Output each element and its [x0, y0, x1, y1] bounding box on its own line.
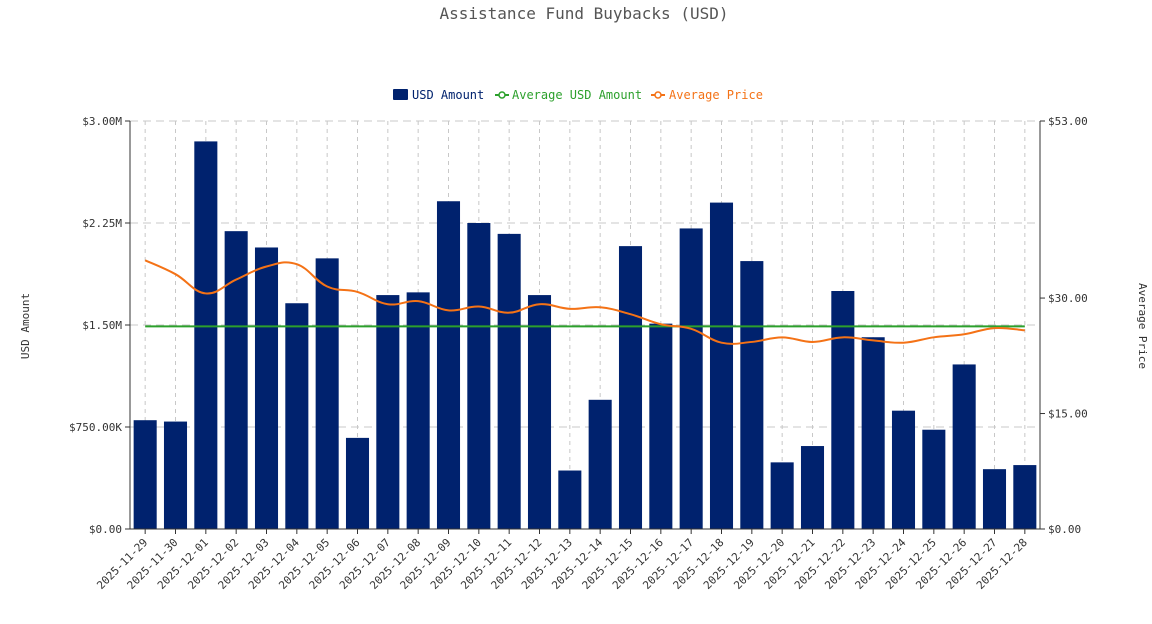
- right-axis-ticks: $0.00 $15.00 $30.00 $53.00: [1040, 115, 1088, 536]
- legend-item-average-price[interactable]: Average Price: [651, 88, 763, 102]
- legend-label-average-price: Average Price: [669, 88, 763, 102]
- line-average-price: [144, 259, 1025, 345]
- bar-2025-12-20[interactable]: [770, 462, 794, 529]
- bar-2025-12-23[interactable]: [861, 337, 885, 529]
- x-axis-ticks: 2025-11-292025-11-302025-12-012025-12-02…: [94, 529, 1030, 592]
- bar-2025-12-04[interactable]: [285, 303, 309, 529]
- average-lines: [144, 259, 1025, 345]
- legend-item-average-usd-amount[interactable]: Average USD Amount: [495, 88, 642, 102]
- bar-2025-12-05[interactable]: [315, 258, 339, 529]
- left-tick-label: $2.25M: [82, 217, 122, 230]
- bar-2025-12-16[interactable]: [649, 323, 673, 529]
- left-axis-ticks: $0.00 $750.00K $1.50M $2.25M $3.00M: [69, 115, 130, 536]
- left-tick-label: $1.50M: [82, 319, 122, 332]
- bar-2025-12-12[interactable]: [527, 295, 552, 529]
- left-tick-label: $0.00: [89, 523, 122, 536]
- right-tick-label: $53.00: [1048, 115, 1088, 128]
- legend: USD Amount Average USD Amount Average Pr…: [393, 88, 763, 102]
- bar-2025-12-02[interactable]: [224, 231, 248, 529]
- legend-marker-average-price: [654, 91, 662, 99]
- bar-2025-12-28[interactable]: [1013, 465, 1037, 529]
- right-tick-label: $0.00: [1048, 523, 1081, 536]
- bar-2025-11-29[interactable]: [133, 420, 157, 529]
- bar-2025-12-14[interactable]: [588, 399, 612, 529]
- bar-2025-12-11[interactable]: [497, 233, 521, 529]
- right-tick-label: $30.00: [1048, 292, 1088, 305]
- horizontal-gridlines: [130, 120, 1040, 428]
- usd-amount-bars: [133, 141, 1037, 530]
- left-tick-label: $750.00K: [69, 421, 122, 434]
- bar-2025-12-01[interactable]: [194, 141, 218, 529]
- bar-2025-12-24[interactable]: [891, 410, 916, 529]
- bar-2025-12-25[interactable]: [922, 429, 946, 529]
- chart-title: Assistance Fund Buybacks (USD): [440, 4, 729, 23]
- bar-2025-12-18[interactable]: [709, 202, 734, 529]
- left-axis-title: USD Amount: [19, 293, 32, 359]
- bar-2025-12-03[interactable]: [254, 247, 279, 530]
- bar-2025-11-30[interactable]: [163, 421, 188, 529]
- bar-2025-12-06[interactable]: [345, 437, 370, 529]
- bar-2025-12-07[interactable]: [376, 295, 400, 529]
- bar-2025-12-26[interactable]: [952, 364, 976, 529]
- bar-2025-12-22[interactable]: [831, 291, 855, 529]
- bar-2025-12-10[interactable]: [467, 223, 491, 529]
- legend-label-usd-amount: USD Amount: [412, 88, 484, 102]
- bar-2025-12-09[interactable]: [436, 201, 461, 530]
- bar-2025-12-08[interactable]: [406, 292, 430, 529]
- bar-2025-12-13[interactable]: [558, 470, 582, 529]
- legend-label-average-usd-amount: Average USD Amount: [512, 88, 642, 102]
- right-axis-title: Average Price: [1136, 283, 1149, 369]
- bar-2025-12-17[interactable]: [679, 228, 703, 529]
- bar-2025-12-27[interactable]: [982, 469, 1007, 529]
- left-tick-label: $3.00M: [82, 115, 122, 128]
- legend-swatch-usd-amount: [393, 89, 408, 100]
- legend-marker-average-usd-amount: [498, 91, 506, 99]
- bar-2025-12-19[interactable]: [740, 261, 764, 529]
- legend-item-usd-amount[interactable]: USD Amount: [393, 88, 484, 102]
- bar-2025-12-21[interactable]: [800, 446, 825, 529]
- right-tick-label: $15.00: [1048, 408, 1088, 421]
- bar-2025-12-15[interactable]: [618, 246, 643, 529]
